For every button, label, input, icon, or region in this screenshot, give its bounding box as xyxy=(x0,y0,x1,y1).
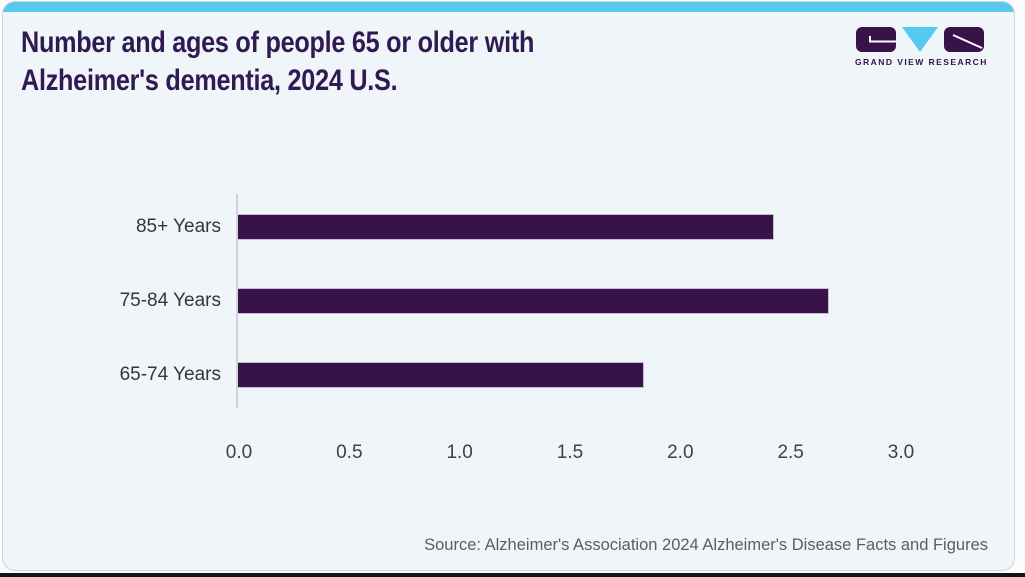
category-label: 65-74 Years xyxy=(119,363,221,385)
category-label: 75-84 Years xyxy=(119,289,221,311)
x-tick-label: 0.0 xyxy=(225,442,253,463)
x-tick-label: 3.0 xyxy=(887,442,915,463)
brand-name: GRAND VIEW RESEARCH xyxy=(855,57,988,67)
bar xyxy=(238,214,774,240)
bar xyxy=(238,361,644,388)
source-note: Source: Alzheimer's Association 2024 Alz… xyxy=(424,536,988,554)
bar-chart: 85+ Years 75-84 Years 65-74 Years 0.0 0.5 1.0… xyxy=(3,2,1014,570)
y-axis-line xyxy=(236,194,238,408)
x-tick-label: 1.0 xyxy=(446,442,473,463)
accent-top-bar xyxy=(3,2,1014,12)
x-tick-label: 2.0 xyxy=(667,442,694,463)
category-label: 85+ Years xyxy=(135,216,221,237)
chart-title-line-2: Alzheimer's dementia, 2024 U.S. xyxy=(21,64,398,97)
bottom-edge-strip xyxy=(0,573,1025,577)
chart-title-line-1: Number and ages of people 65 or older wi… xyxy=(21,26,535,59)
chart-title: Number and ages of people 65 or older wi… xyxy=(21,24,534,100)
bar xyxy=(238,287,829,314)
x-tick-label: 0.5 xyxy=(336,442,363,463)
x-tick-label: 1.5 xyxy=(556,442,584,463)
chart-card: Number and ages of people 65 or older wi… xyxy=(2,1,1015,571)
x-tick-label: 2.5 xyxy=(777,442,804,463)
brand-logo-icon xyxy=(856,27,984,52)
brand-logo: GRAND VIEW RESEARCH xyxy=(855,27,997,67)
